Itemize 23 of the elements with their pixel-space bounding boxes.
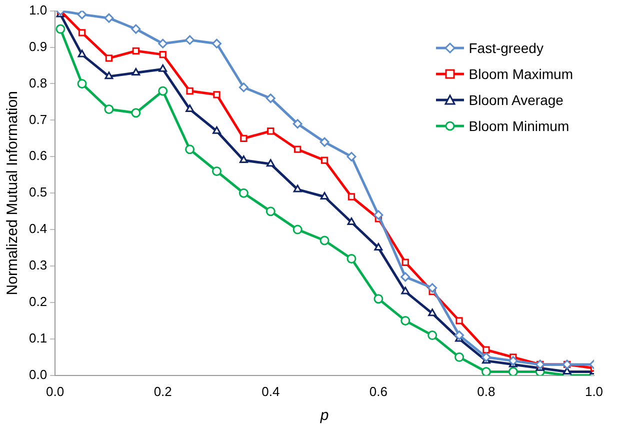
x-tick-label: 0.8 xyxy=(477,384,496,399)
x-tick-label: 1.0 xyxy=(584,384,604,399)
y-tick-label: 0.4 xyxy=(28,221,48,236)
y-tick-label: 0.5 xyxy=(28,184,48,200)
y-tick-label: 0.8 xyxy=(28,75,48,90)
legend-label: Fast-greedy xyxy=(468,40,544,56)
x-tick-label: 0.6 xyxy=(369,384,388,399)
y-tick-label: 1.0 xyxy=(28,2,48,18)
legend-label: Bloom Minimum xyxy=(468,118,570,134)
x-tick-label: 0.0 xyxy=(46,384,64,399)
y-tick-label: 0.9 xyxy=(28,38,48,54)
y-axis-title: Normalized Mutual Information xyxy=(4,90,22,296)
x-axis-title: p xyxy=(319,407,329,424)
y-tick-label: 0.7 xyxy=(28,112,48,127)
y-tick-label: 0.6 xyxy=(28,148,48,164)
y-tick-label: 0.0 xyxy=(28,366,48,382)
x-tick-label: 0.2 xyxy=(154,384,172,399)
legend-label: Bloom Maximum xyxy=(468,66,573,82)
x-tick-label: 0.4 xyxy=(262,384,280,399)
y-tick-label: 0.2 xyxy=(28,294,48,310)
legend-label: Bloom Average xyxy=(468,92,564,108)
y-tick-label: 0.1 xyxy=(28,330,48,346)
y-tick-label: 0.3 xyxy=(28,258,48,273)
